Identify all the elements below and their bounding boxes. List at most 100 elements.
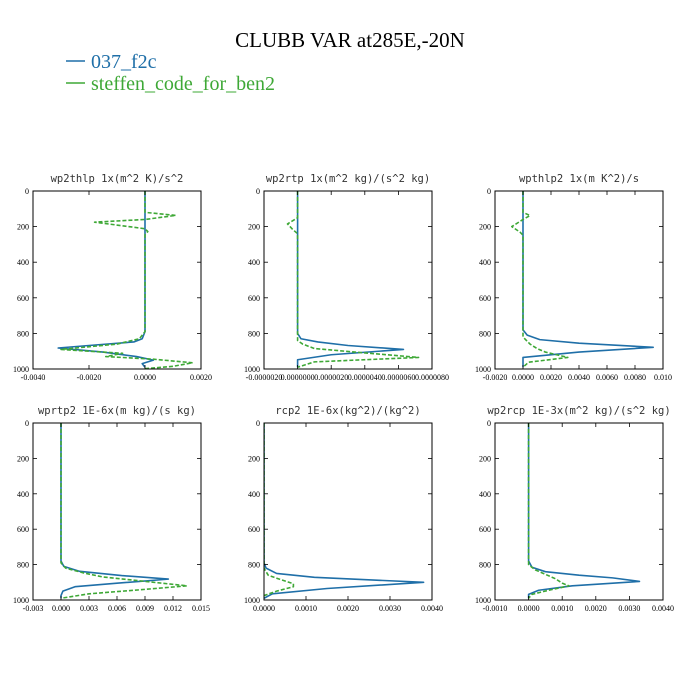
y-tick-label: 600 (479, 525, 491, 534)
panel-4: wprtp2 1E-6x(m kg)/(s kg) -0.003 0.000 0.00… (13, 405, 210, 613)
series-line-steffen_code_for_ben2 (60, 191, 194, 369)
y-tick-label: 400 (17, 490, 29, 499)
y-tick-label: 1000 (244, 365, 260, 374)
y-tick-label: 600 (248, 525, 260, 534)
x-tick-label: 0.010 (654, 373, 672, 382)
y-tick-label: 800 (17, 561, 29, 570)
panel-title: wprtp2 1E-6x(m kg)/(s kg) (38, 405, 196, 417)
axis-frame (32, 190, 202, 370)
panel-2: wp2rtp 1x(m^2 kg)/(s^2 kg)-0.00000200.00… (244, 173, 449, 382)
x-tick-label: 0.0010 (551, 604, 573, 613)
x-tick-label: -0.003 (23, 604, 44, 613)
x-tick-label: 0.0000060 (381, 373, 415, 382)
x-tick-label: 0.0000 (253, 604, 275, 613)
x-tick-label: 0.0040 (421, 604, 443, 613)
y-tick-label: 1000 (13, 365, 29, 374)
x-tick-label: 0.009 (136, 604, 154, 613)
series-line-037_f2c (296, 191, 405, 368)
x-tick-label: 0.0000040 (348, 373, 382, 382)
panel-1: wp2thlp 1x(m^2 K)/s^2 -0.0040 -0.0020 0.000… (13, 173, 212, 382)
y-tick-label: 400 (248, 490, 260, 499)
figure-title: CLUBB VAR at285E,-20N (235, 28, 465, 52)
x-tick-label: -0.0010 (483, 604, 508, 613)
y-tick-label: 600 (479, 294, 491, 303)
x-tick-label: 0.0040 (568, 373, 590, 382)
y-tick-label: 0 (487, 187, 491, 196)
x-tick-label: 0.0000020 (314, 373, 348, 382)
legend-label-037_f2c: 037_f2c (91, 51, 157, 73)
y-tick-label: 0 (25, 187, 29, 196)
legend: 037_f2c steffen_code_for_ben2 (66, 51, 275, 95)
y-tick-label: 200 (248, 454, 260, 463)
y-tick-label: 600 (17, 525, 29, 534)
x-tick-label: 0.0010 (295, 604, 317, 613)
panel-title: wp2rcp 1E-3x(m^2 kg)/(s^2 kg) (487, 405, 670, 417)
series-line-037_f2c (264, 423, 425, 599)
y-tick-label: 400 (479, 258, 491, 267)
y-tick-label: 400 (248, 258, 260, 267)
y-tick-label: 600 (17, 294, 29, 303)
x-tick-label: 0.0040 (652, 604, 674, 613)
y-tick-label: 600 (248, 294, 260, 303)
panel-3: wpthlp2 1x(m K^2)/s -0.0020 0.0000 0.0020 0.… (475, 173, 672, 382)
x-tick-label: 0.0000 (512, 373, 534, 382)
series-line-steffen_code_for_ben2 (527, 423, 570, 599)
y-tick-label: 200 (479, 223, 491, 232)
legend-label-steffen_code_for_ben2: steffen_code_for_ben2 (91, 73, 275, 95)
y-tick-label: 0 (256, 419, 260, 428)
y-tick-label: 0 (256, 187, 260, 196)
x-tick-label: 0.006 (108, 604, 126, 613)
panel-6: wp2rcp 1E-3x(m^2 kg)/(s^2 kg) -0.0010 0.00… (475, 405, 674, 613)
y-tick-label: 200 (17, 454, 29, 463)
axis-frame (263, 190, 433, 370)
x-tick-label: -0.0020 (77, 373, 102, 382)
y-tick-label: 0 (25, 419, 29, 428)
y-tick-label: 1000 (13, 596, 29, 605)
series-line-steffen_code_for_ben2 (286, 191, 420, 368)
y-tick-label: 1000 (475, 365, 491, 374)
x-tick-label: 0.012 (164, 604, 182, 613)
x-tick-label: 0.003 (80, 604, 98, 613)
series-line-037_f2c (522, 191, 654, 368)
y-tick-label: 400 (479, 490, 491, 499)
y-tick-label: 800 (17, 329, 29, 338)
y-tick-label: 0 (487, 419, 491, 428)
y-tick-label: 800 (479, 561, 491, 570)
y-tick-label: 800 (479, 329, 491, 338)
series-line-steffen_code_for_ben2 (511, 191, 569, 368)
x-tick-label: -0.0040 (21, 373, 46, 382)
y-tick-label: 1000 (475, 596, 491, 605)
panels: wp2thlp 1x(m^2 K)/s^2 -0.0040 -0.0020 0.000… (13, 173, 674, 613)
y-tick-label: 400 (17, 258, 29, 267)
y-tick-label: 800 (248, 561, 260, 570)
panel-5: rcp2 1E-6x(kg^2)/(kg^2) 0.0000 0.0010 0.002… (244, 405, 443, 613)
x-tick-label: -0.0020 (483, 373, 508, 382)
panel-title: wpthlp2 1x(m K^2)/s (519, 173, 639, 185)
x-tick-label: 0.0020 (540, 373, 562, 382)
axis-frame (494, 422, 664, 601)
y-tick-label: 200 (17, 223, 29, 232)
y-tick-label: 800 (248, 329, 260, 338)
y-tick-label: 200 (248, 223, 260, 232)
x-tick-label: -0.0000020 (246, 373, 283, 382)
panel-title: wp2thlp 1x(m^2 K)/s^2 (51, 173, 184, 185)
x-tick-label: 0.0020 (337, 604, 359, 613)
x-tick-label: 0.0020 (190, 373, 212, 382)
x-tick-label: 0.0000 (518, 604, 540, 613)
panel-title: wp2rtp 1x(m^2 kg)/(s^2 kg) (266, 173, 430, 185)
x-tick-label: 0.0000000 (281, 373, 315, 382)
x-tick-label: 0.0030 (618, 604, 640, 613)
x-tick-label: 0.015 (192, 604, 210, 613)
x-tick-label: 0.0000080 (415, 373, 449, 382)
x-tick-label: 0.0000 (134, 373, 156, 382)
panel-title: rcp2 1E-6x(kg^2)/(kg^2) (275, 405, 420, 417)
x-tick-label: 0.0030 (379, 604, 401, 613)
x-tick-label: 0.0080 (624, 373, 646, 382)
y-tick-label: 200 (479, 454, 491, 463)
x-tick-label: 0.0020 (585, 604, 607, 613)
x-tick-label: 0.0060 (596, 373, 618, 382)
y-tick-label: 1000 (244, 596, 260, 605)
series-line-steffen_code_for_ben2 (60, 423, 188, 600)
